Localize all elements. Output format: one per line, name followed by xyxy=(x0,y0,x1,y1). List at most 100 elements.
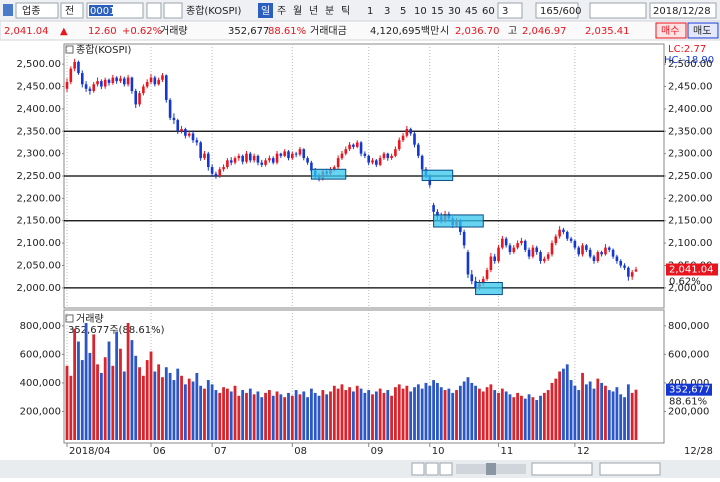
search-button[interactable] xyxy=(146,2,162,19)
volume-bar xyxy=(96,364,99,440)
candle-body xyxy=(69,68,73,83)
mode: 전 xyxy=(65,5,74,17)
period[interactable]: 분 xyxy=(325,5,334,17)
volume-bar xyxy=(199,385,203,440)
candle-body xyxy=(535,247,539,253)
volume-bar xyxy=(390,395,393,440)
period[interactable]: 틱 xyxy=(341,5,350,17)
view-buttons[interactable] xyxy=(599,462,661,476)
y-tick-label: 600,000 xyxy=(20,349,61,360)
period-active[interactable] xyxy=(258,3,273,18)
candle-body xyxy=(520,240,523,244)
candle-body xyxy=(344,149,348,154)
sell[interactable]: 매도 xyxy=(693,25,711,37)
volume-bar xyxy=(481,391,485,440)
volume-bar xyxy=(287,392,290,440)
candle-body xyxy=(229,160,233,163)
candle-body xyxy=(191,133,195,141)
volume-bar xyxy=(371,394,374,440)
volume-bar xyxy=(325,394,329,440)
period[interactable]: 주 xyxy=(277,6,286,17)
interval[interactable]: 5 xyxy=(400,6,406,17)
candle-body xyxy=(390,155,393,159)
candle-body xyxy=(531,247,535,257)
scroll-thumb[interactable] xyxy=(486,463,496,475)
zoom-buttons[interactable] xyxy=(531,462,593,476)
interval[interactable]: 15 xyxy=(431,6,444,17)
legend-box[interactable] xyxy=(65,45,74,54)
y-tick-label: 2,100.00 xyxy=(16,238,61,249)
volume-bar xyxy=(241,390,245,440)
interval[interactable]: 60 xyxy=(482,6,495,17)
y-tick-label-right: 2,450.00 xyxy=(668,82,713,93)
volume-bar xyxy=(443,390,447,440)
scroll-button[interactable] xyxy=(411,462,425,476)
period[interactable]: 년 xyxy=(309,5,318,17)
code: 0001 xyxy=(90,6,115,17)
candle-body xyxy=(604,247,607,255)
candle-body xyxy=(164,75,168,100)
scroll-button[interactable] xyxy=(425,462,439,476)
y-tick-label-right: 2,150.00 xyxy=(668,216,713,227)
volume-bar xyxy=(470,382,474,440)
date-box[interactable] xyxy=(649,2,717,19)
candle-body xyxy=(363,153,367,156)
volume-bar xyxy=(340,384,344,440)
period[interactable]: 일 xyxy=(261,5,270,17)
candle-body xyxy=(111,77,115,83)
volume-bar xyxy=(478,388,481,440)
candle-body xyxy=(485,269,489,279)
last-volume-marker xyxy=(666,383,712,396)
menu-icon[interactable] xyxy=(3,4,13,16)
candle-body xyxy=(394,149,397,156)
candle-body xyxy=(489,256,493,270)
candle-body xyxy=(436,211,439,217)
market: 업종 xyxy=(22,4,40,17)
y-tick-label-right: 800,000 xyxy=(668,321,709,332)
candle-body xyxy=(130,77,134,91)
candle-body xyxy=(493,256,497,262)
buy-button[interactable] xyxy=(655,22,687,39)
interval[interactable]: 45 xyxy=(465,6,478,17)
candle-body xyxy=(546,254,550,259)
volume-bar xyxy=(378,388,382,440)
mode-select[interactable] xyxy=(60,2,84,19)
candle-body xyxy=(126,77,130,85)
y-tick-label: 2,250.00 xyxy=(16,171,61,182)
volume-bar xyxy=(298,394,302,440)
candle-body xyxy=(581,245,584,255)
volume-bar xyxy=(462,381,466,440)
x-end-label: 12/28 xyxy=(684,446,713,457)
legend-box[interactable] xyxy=(65,314,74,323)
sell-button[interactable] xyxy=(687,22,719,39)
x-tick-label: 2018/04 xyxy=(69,446,111,457)
period[interactable]: 월 xyxy=(293,5,302,17)
volume-bar xyxy=(260,397,264,440)
candle-body xyxy=(481,278,485,284)
buy[interactable]: 매수 xyxy=(661,25,679,37)
candle-body xyxy=(252,155,256,161)
candle-body xyxy=(199,142,202,159)
volume-legend: 352,677주(88.61%) xyxy=(68,325,165,336)
candle-body xyxy=(145,82,149,87)
count-select[interactable] xyxy=(497,2,523,19)
candle-body xyxy=(107,79,111,83)
tool-icons[interactable] xyxy=(589,2,647,19)
last-volume-label: 352,677 xyxy=(669,385,710,396)
open: 2,036.70 xyxy=(455,26,500,37)
interval[interactable]: 1 xyxy=(367,6,373,17)
sound-button[interactable] xyxy=(163,2,183,19)
scroll-button[interactable] xyxy=(439,462,453,476)
interval[interactable]: 30 xyxy=(448,6,461,17)
volume-bar xyxy=(573,385,577,440)
interval[interactable]: 10 xyxy=(414,6,427,17)
interval[interactable]: 3 xyxy=(384,6,390,17)
candle-body xyxy=(245,153,248,162)
volume-bar xyxy=(451,392,455,440)
candle-body xyxy=(596,252,600,262)
y-tick-label: 2,500.00 xyxy=(16,59,61,70)
market-select[interactable] xyxy=(15,2,59,19)
volume-bar xyxy=(157,364,161,440)
y-tick-label: 2,300.00 xyxy=(16,149,61,160)
volume-bar xyxy=(122,371,126,440)
